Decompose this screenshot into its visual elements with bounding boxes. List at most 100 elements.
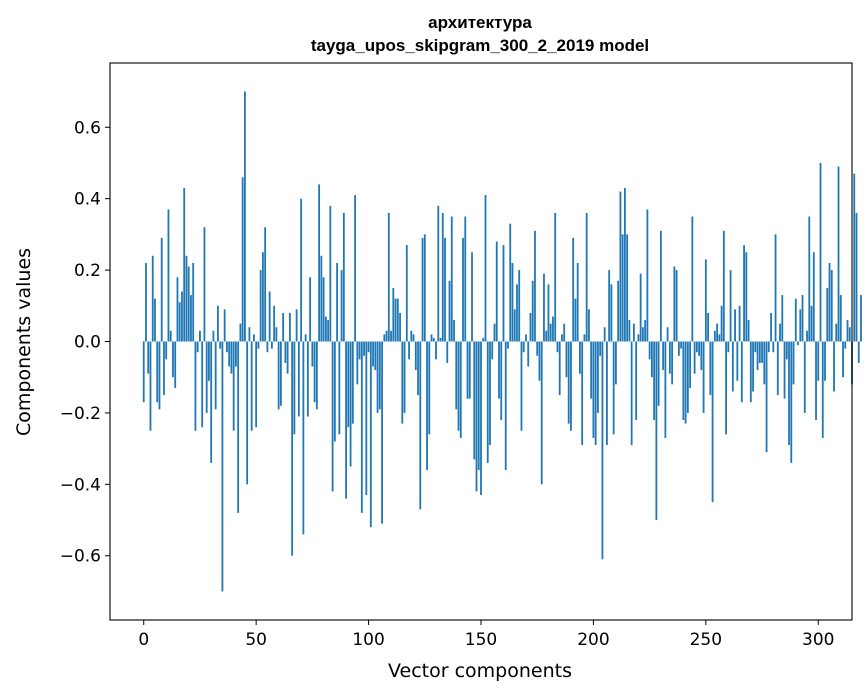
bar (466, 341, 469, 399)
bar (264, 227, 267, 342)
bar (468, 341, 471, 399)
bar (199, 330, 201, 342)
x-tick-label: 0 (138, 630, 149, 650)
bar (677, 341, 680, 356)
bar (293, 341, 296, 435)
bar (354, 195, 356, 342)
bar (414, 341, 417, 371)
bar (520, 341, 523, 431)
bar (149, 341, 152, 431)
bar (237, 341, 240, 513)
bar (300, 198, 303, 342)
bar (558, 341, 561, 396)
bar (291, 341, 294, 556)
bar (327, 320, 329, 342)
bar (738, 305, 741, 342)
bar (707, 312, 709, 342)
bar (570, 341, 572, 431)
bar (358, 341, 361, 360)
bar (821, 341, 824, 438)
bar (363, 341, 365, 356)
bar (619, 191, 622, 342)
bar (686, 341, 689, 413)
bar (275, 327, 278, 342)
bar (626, 234, 629, 342)
bar (428, 341, 431, 435)
bar (462, 237, 464, 342)
bar (356, 341, 359, 385)
bar (288, 312, 291, 342)
bar (473, 341, 476, 460)
bar (819, 162, 822, 342)
bar (770, 312, 772, 342)
bar (169, 330, 172, 342)
bar (781, 295, 784, 342)
bar (217, 305, 219, 342)
bar (585, 212, 588, 342)
bar (176, 277, 179, 342)
bar (426, 341, 428, 471)
bar (806, 330, 808, 342)
bar (268, 291, 271, 342)
bar (244, 91, 246, 342)
bar (734, 309, 736, 342)
bar (815, 341, 817, 421)
bar (646, 209, 649, 342)
bar (273, 305, 276, 342)
bar (754, 341, 757, 353)
bar (682, 341, 685, 421)
bar (763, 341, 766, 385)
bar (673, 266, 676, 342)
bar (817, 341, 820, 381)
bar (390, 330, 392, 342)
bar (419, 341, 422, 510)
bar (536, 341, 539, 356)
bar (399, 312, 401, 342)
bar (610, 284, 613, 342)
bar (163, 341, 165, 396)
bar (178, 302, 181, 342)
bar (309, 277, 312, 342)
bar (599, 341, 602, 356)
bar (743, 245, 745, 342)
bar (857, 341, 860, 363)
y-tick-label: 0.6 (74, 118, 101, 138)
y-tick-label: 0.2 (74, 261, 101, 281)
bar (349, 341, 352, 467)
bar (664, 341, 667, 438)
bar (482, 337, 485, 342)
bar (756, 341, 759, 371)
bar (657, 341, 660, 406)
bar (507, 341, 509, 349)
bar (333, 341, 336, 442)
bar (540, 341, 543, 485)
bar (277, 341, 280, 410)
bar (695, 341, 698, 353)
bar (767, 341, 770, 353)
bar (187, 266, 190, 342)
bar (711, 341, 714, 503)
bar (376, 341, 379, 413)
bar (205, 341, 208, 413)
bar (464, 216, 467, 342)
bar (691, 216, 694, 342)
bar (259, 270, 262, 342)
bar (302, 341, 305, 535)
bar (167, 209, 170, 342)
bar (518, 270, 521, 342)
bar (545, 330, 548, 342)
bar (232, 341, 235, 431)
bar (410, 330, 413, 342)
bar (574, 298, 577, 342)
bar (846, 320, 849, 342)
bar (511, 262, 514, 342)
bar (369, 341, 372, 528)
bar (246, 341, 249, 485)
bar (799, 309, 802, 342)
bar (270, 341, 273, 349)
bar (653, 341, 656, 421)
bar (824, 341, 826, 381)
bar (590, 341, 593, 399)
bar (509, 223, 512, 342)
bar (534, 230, 536, 342)
